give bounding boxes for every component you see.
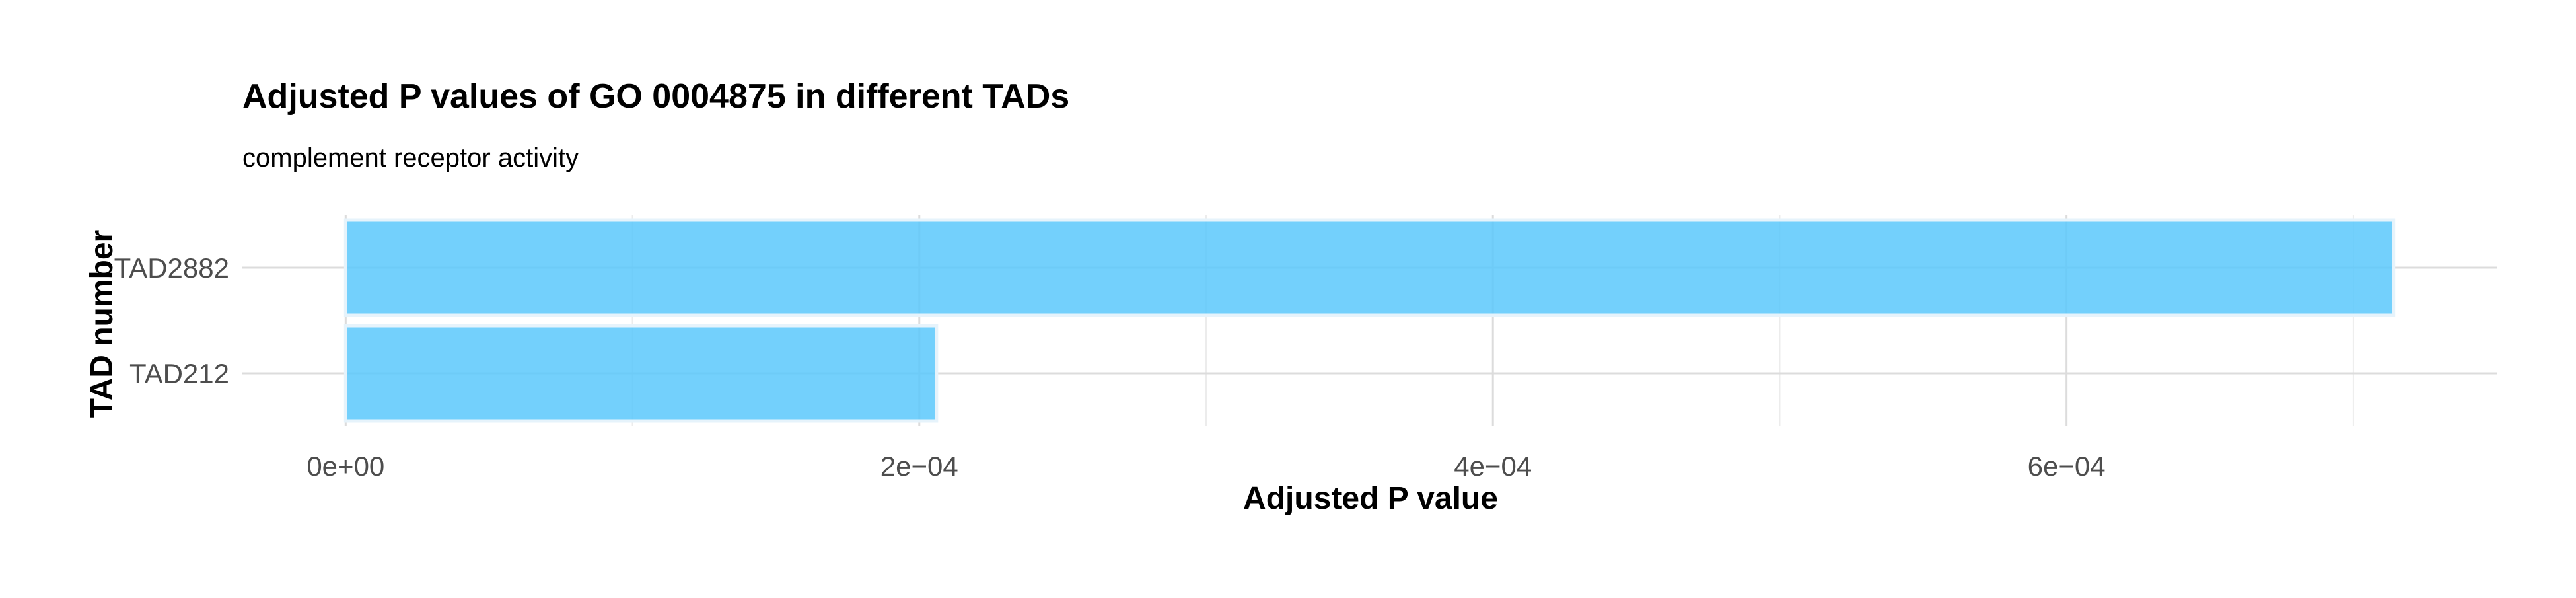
y-axis-title: TAD number	[85, 230, 120, 418]
chart-subtitle: complement receptor activity	[242, 143, 579, 172]
x-tick-label: 4e−04	[1454, 451, 1532, 482]
x-tick-labels: 0e+00 2e−04 4e−04 6e−04	[306, 451, 2105, 482]
x-tick-label: 2e−04	[880, 451, 958, 482]
x-tick-label: 6e−04	[2028, 451, 2106, 482]
bar-tad212	[343, 324, 939, 423]
x-axis-title: Adjusted P value	[1243, 481, 1498, 516]
y-tick-label: TAD2882	[114, 252, 229, 283]
x-tick-label: 0e+00	[306, 451, 384, 482]
bar-tad2882	[343, 218, 2396, 317]
y-tick-labels: TAD2882 TAD212	[114, 252, 229, 389]
bars	[343, 218, 2396, 423]
chart-title: Adjusted P values of GO 0004875 in diffe…	[242, 77, 1069, 116]
y-tick-label: TAD212	[129, 358, 229, 389]
